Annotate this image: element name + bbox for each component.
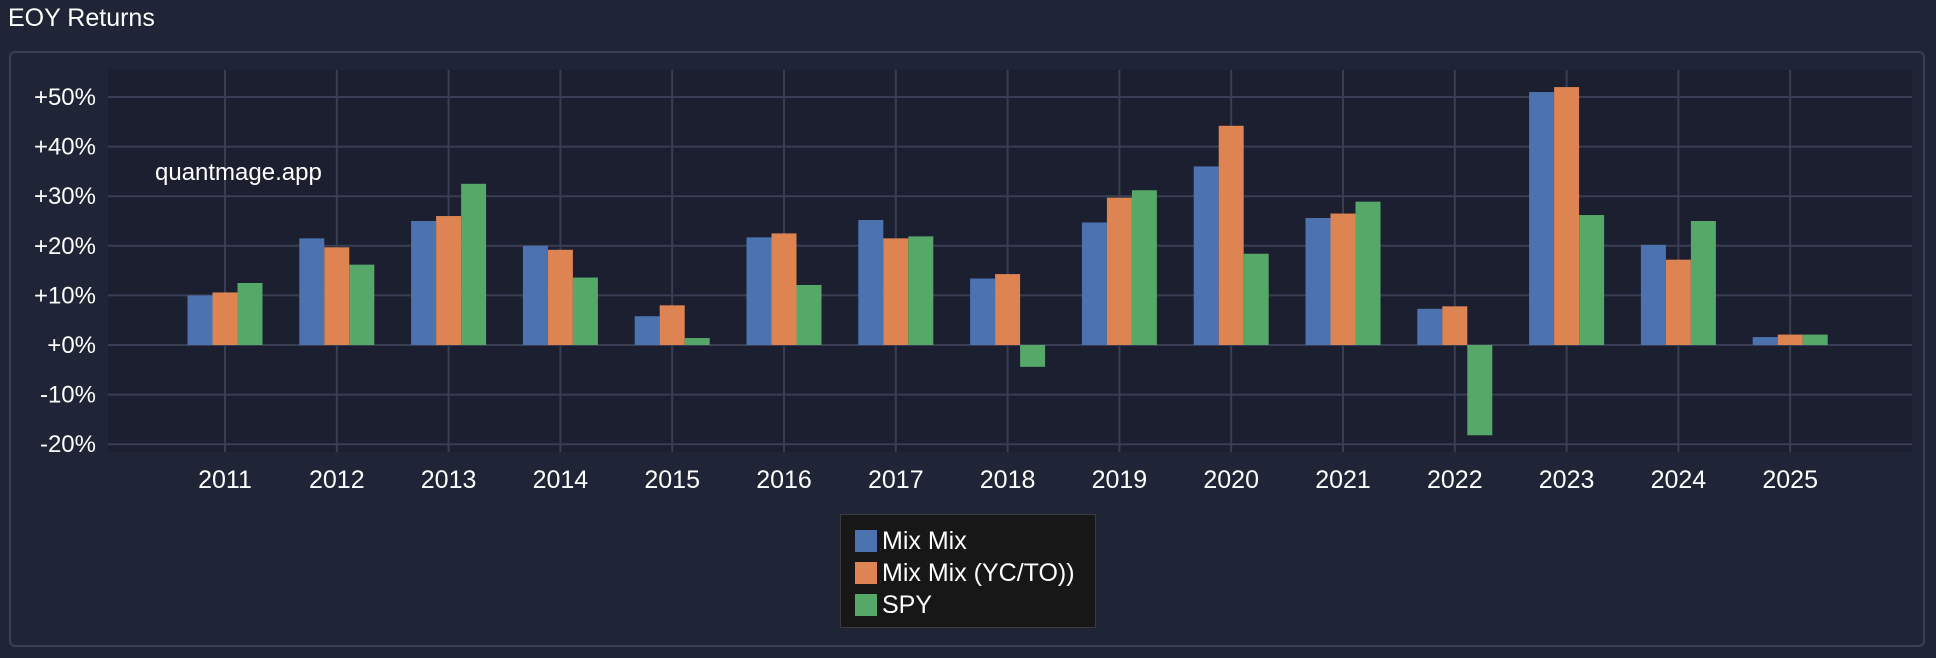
bar-mix-mix-2023 — [1529, 92, 1555, 345]
y-tick-label: +0% — [47, 332, 96, 359]
bar-mix-mix-yc-to-2012 — [324, 247, 350, 345]
bar-mix-mix-yc-to-2013 — [436, 216, 462, 345]
bar-spy-2023 — [1579, 215, 1605, 345]
panel-title: EOY Returns — [8, 4, 155, 32]
bar-mix-mix-yc-to-2014 — [547, 249, 573, 345]
bar-mix-mix-yc-to-2016 — [771, 233, 797, 345]
x-tick-label: 2017 — [868, 466, 924, 494]
x-tick-label: 2015 — [644, 466, 700, 494]
bar-mix-mix-yc-to-2017 — [883, 238, 909, 345]
legend-swatch-spy — [855, 594, 877, 616]
bar-mix-mix-yc-to-2018 — [995, 274, 1021, 345]
bar-mix-mix-2018 — [970, 278, 996, 345]
bar-mix-mix-yc-to-2023 — [1554, 87, 1580, 345]
legend-label-spy: SPY — [882, 590, 933, 619]
bar-mix-mix-yc-to-2011 — [212, 292, 238, 345]
x-tick-label: 2024 — [1651, 466, 1707, 494]
bar-mix-mix-2011 — [187, 295, 213, 345]
legend-label-mix-mix: Mix Mix — [882, 526, 967, 555]
x-tick-label: 2016 — [756, 466, 812, 494]
bar-spy-2020 — [1243, 253, 1269, 345]
x-tick-label: 2018 — [980, 466, 1036, 494]
x-tick-label: 2020 — [1203, 466, 1259, 494]
bar-mix-mix-2013 — [411, 221, 437, 345]
legend-item-spy: SPY — [855, 589, 1095, 621]
bar-mix-mix-2014 — [522, 245, 548, 345]
y-tick-label: +30% — [34, 183, 96, 210]
legend-item-mix-mix: Mix Mix — [855, 525, 1095, 557]
bar-mix-mix-yc-to-2022 — [1442, 306, 1468, 345]
x-tick-label: 2025 — [1762, 466, 1818, 494]
chart-panel-frame — [9, 51, 1925, 647]
bar-mix-mix-yc-to-2019 — [1106, 197, 1132, 345]
bar-spy-2022 — [1467, 345, 1493, 436]
bar-spy-2025 — [1802, 334, 1828, 345]
bar-mix-mix-2022 — [1417, 308, 1443, 345]
legend-swatch-mix-mix — [855, 530, 877, 552]
bar-mix-mix-2019 — [1081, 222, 1107, 345]
y-tick-label: -10% — [40, 382, 96, 409]
bar-mix-mix-2021 — [1305, 218, 1331, 345]
bar-mix-mix-2012 — [299, 238, 325, 345]
bar-mix-mix-yc-to-2021 — [1330, 213, 1356, 345]
y-tick-label: +50% — [34, 84, 96, 111]
bar-mix-mix-2020 — [1193, 166, 1219, 345]
x-tick-label: 2021 — [1315, 466, 1371, 494]
legend-swatch-mix-mix-yc-to — [855, 562, 877, 584]
bar-mix-mix-yc-to-2015 — [659, 305, 685, 345]
bar-mix-mix-yc-to-2024 — [1665, 259, 1691, 345]
legend-label-mix-mix-yc-to: Mix Mix (YC/TO)) — [882, 558, 1075, 587]
bar-spy-2013 — [461, 183, 487, 345]
legend-item-mix-mix-yc-to: Mix Mix (YC/TO)) — [855, 557, 1095, 589]
bar-spy-2024 — [1690, 221, 1716, 345]
x-tick-label: 2019 — [1092, 466, 1148, 494]
bar-spy-2018 — [1020, 345, 1046, 367]
x-tick-label: 2023 — [1539, 466, 1595, 494]
y-tick-label: -20% — [40, 431, 96, 458]
y-tick-label: +10% — [34, 282, 96, 309]
bar-spy-2017 — [908, 236, 934, 345]
bar-mix-mix-2025 — [1752, 337, 1778, 345]
bar-mix-mix-2017 — [858, 220, 884, 345]
bar-mix-mix-2015 — [634, 316, 660, 345]
watermark-text: quantmage.app — [155, 159, 322, 186]
x-axis-tick-labels: 2011 2012 2013 2014 2015 2016 2017 2018 2019 2020… — [198, 466, 1818, 494]
bar-mix-mix-yc-to-2025 — [1777, 334, 1803, 345]
plot-area — [108, 70, 1912, 452]
y-tick-label: +20% — [34, 233, 96, 260]
bar-spy-2011 — [237, 283, 263, 345]
x-tick-label: 2022 — [1427, 466, 1483, 494]
bar-spy-2015 — [684, 338, 710, 345]
bar-spy-2014 — [572, 277, 598, 345]
x-tick-label: 2013 — [421, 466, 477, 494]
y-tick-label: +40% — [34, 134, 96, 161]
bar-spy-2016 — [796, 284, 822, 345]
y-axis-tick-labels: -20% -10% +0% +10% +20% +30% +40% +50% — [34, 84, 96, 458]
x-tick-label: 2011 — [198, 466, 252, 494]
bar-spy-2012 — [349, 264, 375, 345]
chart-legend: Mix Mix Mix Mix (YC/TO)) SPY — [840, 514, 1096, 628]
bar-spy-2021 — [1355, 201, 1381, 345]
bar-mix-mix-2016 — [746, 237, 772, 345]
x-tick-label: 2014 — [533, 466, 589, 494]
bars — [187, 87, 1828, 436]
bar-mix-mix-yc-to-2020 — [1218, 125, 1244, 345]
bar-spy-2019 — [1131, 190, 1157, 345]
x-tick-label: 2012 — [309, 466, 365, 494]
bar-mix-mix-2024 — [1640, 244, 1666, 345]
